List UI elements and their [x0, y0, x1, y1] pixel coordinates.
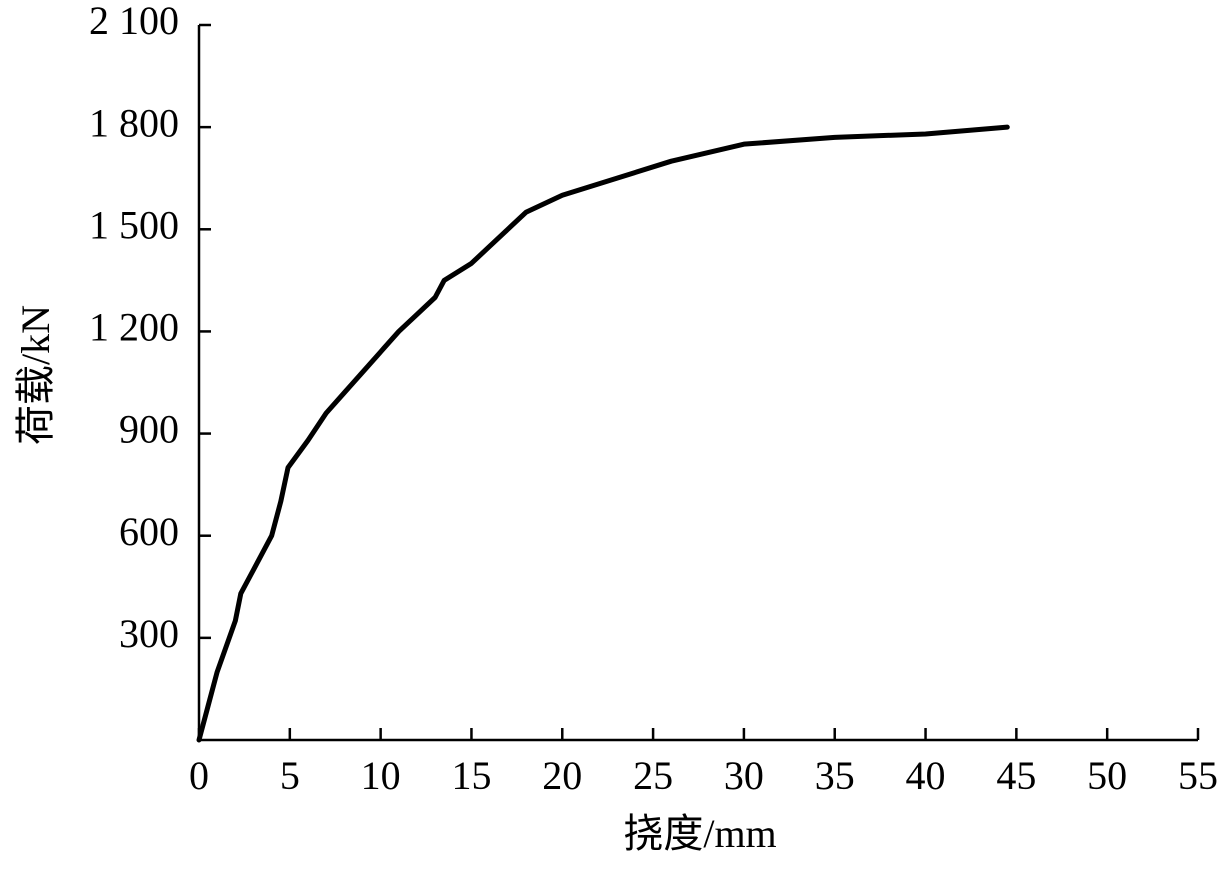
data-line [196, 124, 1010, 743]
x-tick-label: 40 [906, 753, 946, 798]
y-axis-label: 荷载/kN [13, 305, 58, 445]
y-tick-label: 600 [119, 509, 179, 554]
x-tick-label: 20 [542, 753, 582, 798]
x-tick-label: 25 [633, 753, 673, 798]
y-tick-label: 300 [119, 611, 179, 656]
x-tick-label: 15 [451, 753, 491, 798]
y-tick-label: 1 200 [89, 305, 179, 350]
y-tick-label: 900 [119, 407, 179, 452]
y-tick-label: 1 500 [89, 202, 179, 247]
x-tick-label: 5 [280, 753, 300, 798]
x-tick-label: 55 [1178, 753, 1218, 798]
x-tick-label: 30 [724, 753, 764, 798]
y-tick-label: 2 100 [89, 0, 179, 43]
x-tick-label: 45 [996, 753, 1036, 798]
y-tick-label: 1 800 [89, 100, 179, 145]
x-tick-label: 10 [361, 753, 401, 798]
x-tick-label: 35 [815, 753, 855, 798]
x-tick-label: 50 [1087, 753, 1127, 798]
x-tick-label: 0 [189, 753, 209, 798]
x-axis-label: 挠度/mm [623, 811, 776, 856]
